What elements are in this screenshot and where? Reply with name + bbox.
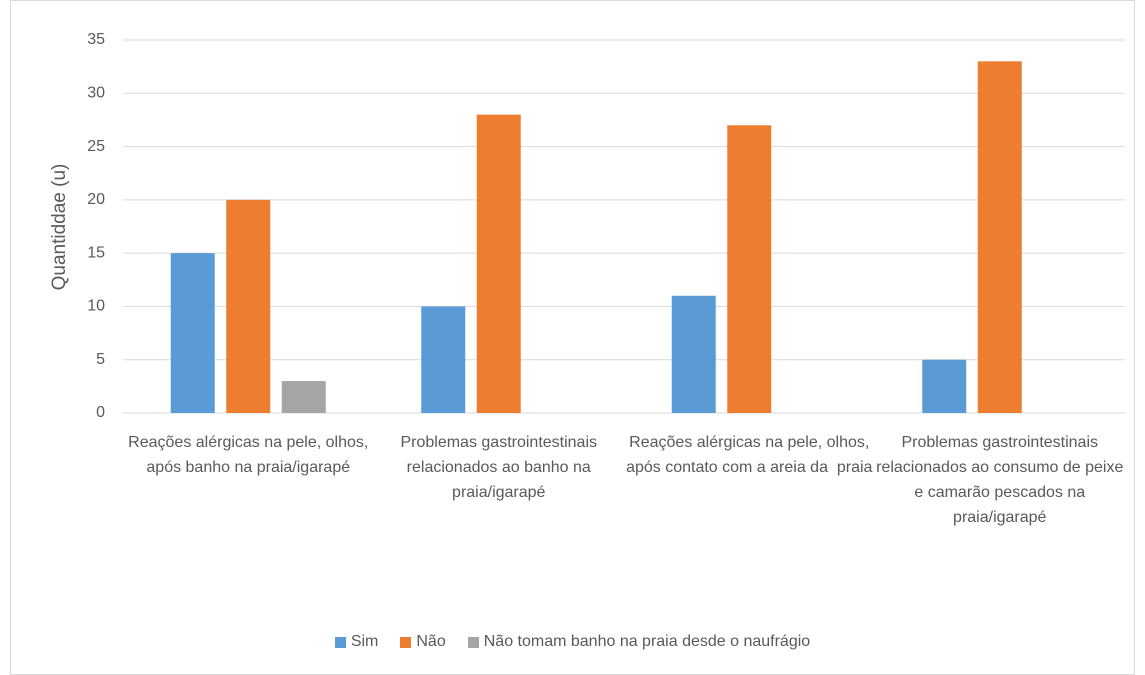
- legend-swatch: [467, 636, 479, 648]
- x-tick-label: Reações alérgicas na pele, olhos, após b…: [128, 434, 373, 476]
- legend-swatch: [400, 636, 412, 648]
- legend-label: Não tomam banho na praia desde o naufrág…: [483, 633, 811, 650]
- bar: [421, 306, 466, 413]
- y-tick-label: 30: [87, 85, 105, 102]
- bar: [922, 359, 967, 413]
- y-tick-label: 20: [87, 191, 105, 208]
- legend-item: Não: [400, 633, 446, 651]
- y-tick-label: 10: [87, 298, 105, 315]
- legend-item: Sim: [334, 633, 379, 651]
- bar: [170, 253, 215, 413]
- x-tick-label: Problemas gastrointestinais relacionados…: [876, 434, 1128, 526]
- legend-item: Não tomam banho na praia desde o naufrág…: [467, 633, 811, 651]
- bar: [281, 381, 326, 413]
- y-axis-label: Quantiddae (u): [49, 164, 70, 291]
- y-tick-label: 35: [87, 31, 105, 48]
- legend-label: Não: [416, 633, 446, 650]
- bar: [727, 125, 772, 413]
- legend-swatch: [334, 636, 346, 648]
- bar: [977, 61, 1022, 414]
- y-tick-label: 0: [96, 404, 105, 421]
- bar: [226, 199, 271, 413]
- x-tick-label: Problemas gastrointestinais relacionados…: [400, 434, 602, 501]
- bar: [671, 295, 716, 413]
- y-tick-label: 25: [87, 138, 105, 155]
- bar: [476, 114, 521, 413]
- legend: Sim Não Não tomam banho na praia desde o n…: [0, 633, 1145, 651]
- legend-label: Sim: [350, 633, 379, 650]
- y-tick-label: 15: [87, 244, 105, 261]
- x-tick-label: Reações alérgicas na pele, olhos, após c…: [626, 434, 874, 476]
- y-tick-label: 5: [96, 351, 105, 368]
